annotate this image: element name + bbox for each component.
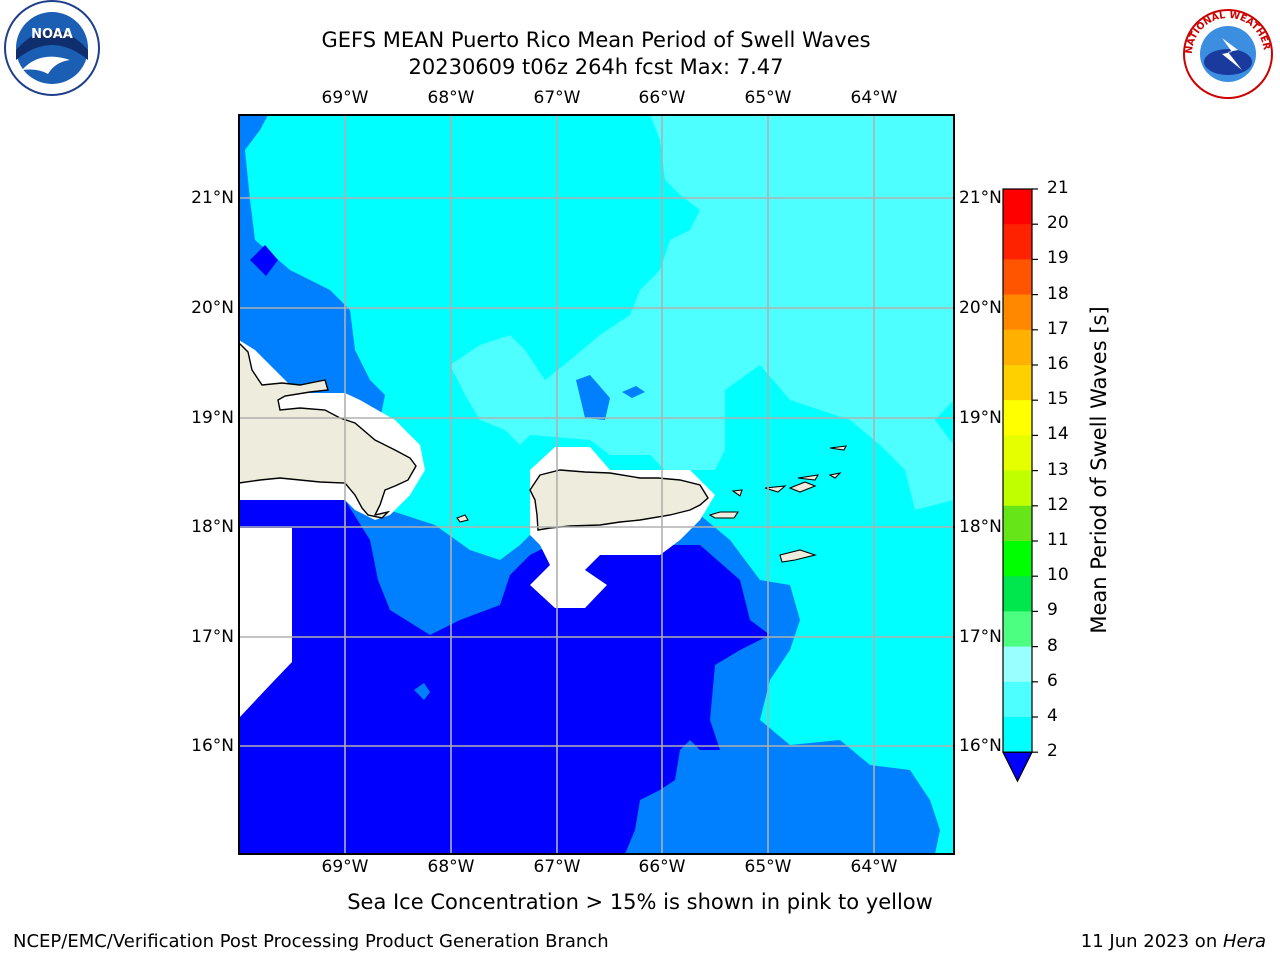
colorbar-segment [1003,365,1032,401]
puerto-rico-land [529,469,709,531]
colorbar-tick-label: 19 [1047,248,1069,269]
swell-6-8s-region [450,115,954,510]
colorbar-tick-label: 14 [1047,424,1069,445]
lat-label-right-3: 19°N [959,408,1002,428]
colorbar-segment [1003,470,1032,507]
map-gridlines [239,115,954,854]
lon-label-bottom-6: 64°W [850,857,898,877]
swell-2-4s-patch-north [576,375,610,420]
colorbar-tick-label: 4 [1047,706,1058,726]
colorbar-tick-label: 2 [1047,741,1058,762]
colorbar-title: Mean Period of Swell Waves [s] [1087,306,1111,634]
lat-label-left-4: 18°N [191,517,234,537]
noaa-logo: NOAA [4,0,100,96]
colorbar-tick-label: 13 [1047,459,1069,480]
map-field [239,115,954,854]
hispaniola-land [239,342,417,519]
sea-ice-note: Sea Ice Concentration > 15% is shown in … [347,890,933,914]
colorbar-tick-label: 6 [1047,670,1058,691]
colorbar-tick-label: 9 [1047,600,1058,621]
colorbar-segment [1003,611,1032,648]
lat-label-left-5: 17°N [191,627,234,647]
swell-0-2s-patch-nw [250,245,278,276]
footer-date: 11 Jun 2023 on Hera [1081,931,1266,952]
colorbar-tick-label: 18 [1047,283,1069,304]
colorbar-segment [1003,541,1032,577]
nws-logo: NATIONAL WEATHER SERVICE [1178,0,1273,99]
lat-label-right-6: 16°N [959,736,1002,756]
footer-credit: NCEP/EMC/Verification Post Processing Pr… [13,931,609,952]
colorbar-segment [1003,576,1032,612]
colorbar-segment [1003,224,1032,260]
map-subtitle: 20230609 t06z 264h fcst Max: 7.47 [408,55,784,79]
lon-label-bottom-1: 69°W [321,857,369,877]
lon-label-top-6: 64°W [850,88,898,108]
lat-label-left-3: 19°N [191,408,234,428]
lat-label-left-6: 16°N [191,736,234,756]
lat-label-right-2: 20°N [959,298,1002,318]
lon-label-bottom-2: 68°W [427,857,475,877]
colorbar-bar [1002,188,1038,783]
colorbar-tick-label: 16 [1047,354,1069,374]
colorbar-tick-label: 12 [1047,494,1069,515]
footer-date-text: 11 Jun 2023 on [1080,931,1223,952]
colorbar-tick-label: 10 [1047,565,1069,586]
nodata-region-west-edge [239,528,292,718]
lat-label-right-4: 18°N [959,517,1002,537]
colorbar-segment [1003,435,1032,472]
colorbar-tick-label: 21 [1047,178,1069,198]
lat-label-right-1: 21°N [959,188,1002,208]
noaa-logo-text: NOAA [31,27,73,42]
swell-2-4s-patch-small [622,386,645,398]
lon-label-top-3: 67°W [533,88,581,108]
lon-label-top-5: 65°W [744,88,792,108]
colorbar-segment [1003,294,1032,331]
colorbar-tick-label: 11 [1047,530,1069,550]
footer-host: Hera [1222,931,1266,952]
lon-label-top-4: 66°W [638,88,686,108]
colorbar-segment [1003,717,1032,753]
colorbar-segment [1003,681,1032,718]
lat-label-left-2: 20°N [191,298,234,318]
colorbar-segment [1003,329,1032,366]
map-frame [238,114,955,855]
mona-island [456,514,469,523]
lon-label-top-1: 69°W [321,88,369,108]
swell-2-4s-patch-south [414,683,430,700]
lat-label-right-5: 17°N [959,627,1002,647]
colorbar-segment [1003,505,1032,542]
swell-0-2s-south [239,500,770,854]
colorbar-segment [1003,259,1032,296]
lon-label-bottom-3: 67°W [533,857,581,877]
colorbar-segment [1003,646,1032,683]
lat-label-left-1: 21°N [191,188,234,208]
colorbar-tick-label: 8 [1047,635,1058,656]
colorbar-segment [1003,400,1032,436]
colorbar-segment [1003,189,1032,225]
lon-label-bottom-4: 66°W [638,857,686,877]
colorbar-extension [1002,751,1033,783]
swell-2-4s-northwest [239,115,385,420]
colorbar-tick-label: 20 [1047,213,1069,234]
virgin-islands [708,445,847,563]
lon-label-bottom-5: 65°W [744,857,792,877]
map-title: GEFS MEAN Puerto Rico Mean Period of Swe… [321,28,871,52]
colorbar-tick-label: 17 [1047,318,1069,339]
colorbar-tick-label: 15 [1047,389,1069,410]
lon-label-top-2: 68°W [427,88,475,108]
